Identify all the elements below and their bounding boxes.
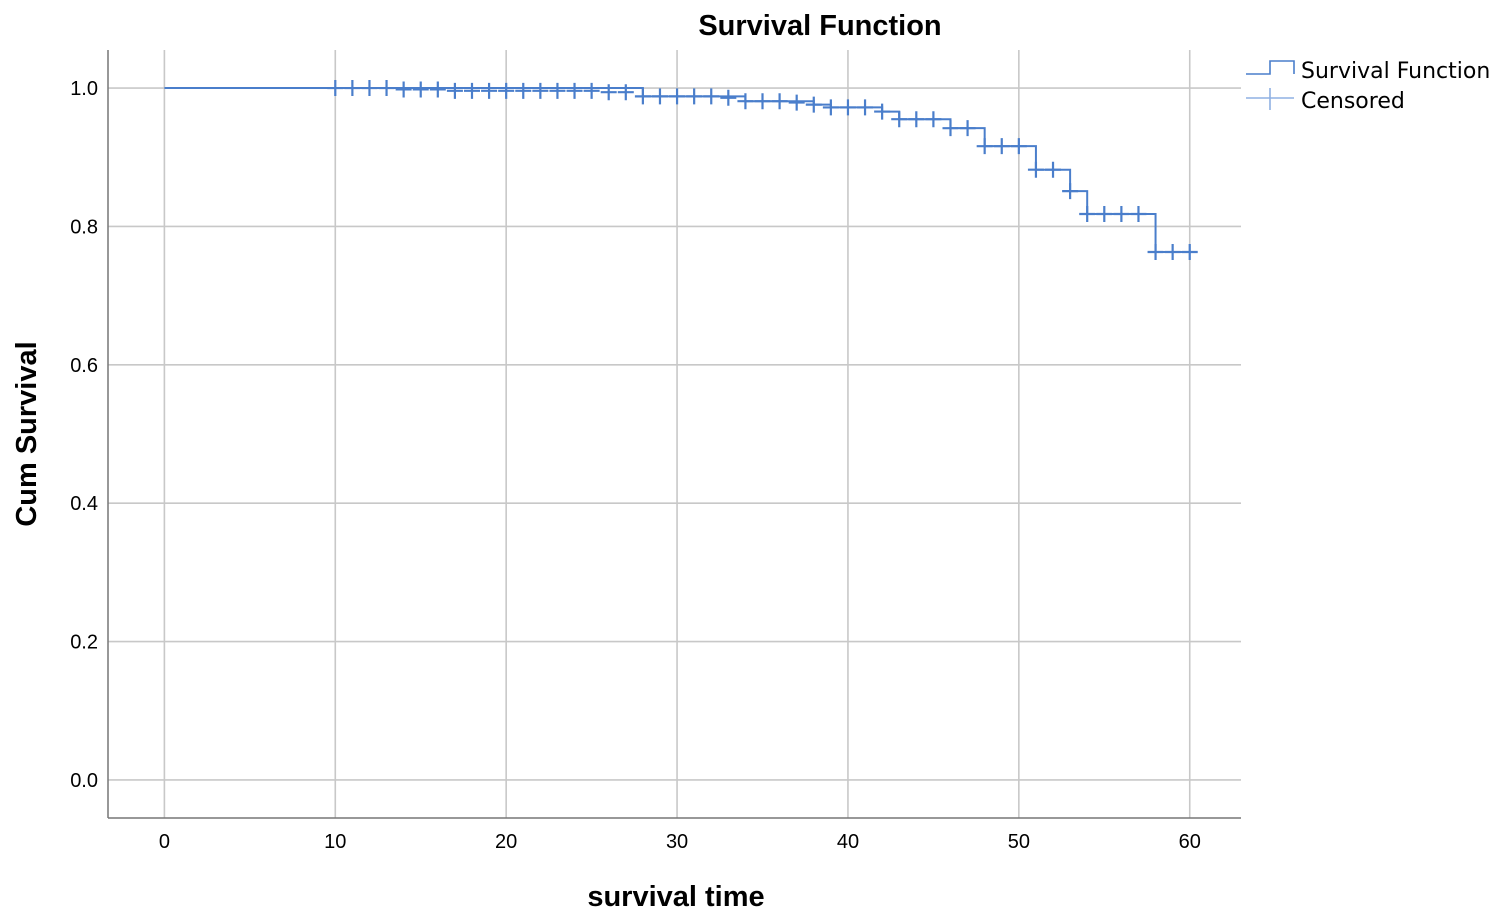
censored-mark-36 <box>942 120 959 137</box>
censored-mark-48 <box>1147 244 1164 261</box>
legend-censored-label: Censored <box>1301 89 1405 114</box>
censored-mark-42 <box>1045 161 1062 178</box>
censored-mark-19 <box>651 88 668 105</box>
chart-title: Survival Function <box>698 10 941 42</box>
censored-mark-50 <box>1181 244 1198 261</box>
censored-mark-39 <box>993 138 1010 155</box>
y-tick-label-4: 0.8 <box>70 216 98 238</box>
censored-mark-12 <box>532 82 549 99</box>
censored-mark-24 <box>737 93 754 110</box>
y-axis-title: Cum Survival <box>11 341 43 526</box>
x-tick-label-5: 50 <box>1008 831 1030 853</box>
grid <box>108 50 1241 818</box>
legend-survival-function-label: Survival Function <box>1301 59 1490 84</box>
censored-mark-16 <box>600 84 617 101</box>
censored-mark-3 <box>378 80 395 97</box>
censored-mark-8 <box>463 82 480 99</box>
censored-mark-21 <box>686 88 703 105</box>
censored-mark-33 <box>891 111 908 128</box>
censored-mark-49 <box>1164 244 1181 261</box>
x-tick-label-0: 0 <box>159 831 170 853</box>
censored-mark-5 <box>412 81 429 98</box>
x-tick-label-3: 30 <box>666 831 688 853</box>
censored-mark-45 <box>1096 205 1113 222</box>
y-tick-label-5: 1.0 <box>70 78 98 100</box>
censored-mark-31 <box>857 99 874 116</box>
censored-mark-9 <box>481 82 498 99</box>
censored-mark-18 <box>634 88 651 105</box>
censored-mark-34 <box>908 111 925 128</box>
y-tick-label-0: 0.0 <box>70 770 98 792</box>
censored-mark-14 <box>566 82 583 99</box>
x-tick-label-6: 60 <box>1179 831 1201 853</box>
censored-mark-41 <box>1027 161 1044 178</box>
censored-mark-27 <box>788 94 805 111</box>
censored-mark-0 <box>327 80 344 97</box>
axes <box>107 50 1241 819</box>
censored-mark-28 <box>805 96 822 113</box>
censored-mark-26 <box>771 93 788 110</box>
tick-labels: 0 10 20 30 40 50 60 0.0 0.2 0.4 0.6 0.8 1.0 <box>70 78 1201 853</box>
censored-mark-22 <box>703 88 720 105</box>
censored-mark-15 <box>583 82 600 99</box>
censored-mark-1 <box>344 80 361 97</box>
censored-mark-47 <box>1130 205 1147 222</box>
censored-mark-11 <box>515 82 532 99</box>
x-tick-label-1: 10 <box>324 831 346 853</box>
legend-censored-symbol <box>1246 88 1294 110</box>
y-tick-label-2: 0.4 <box>70 493 98 515</box>
censored-mark-29 <box>822 99 839 116</box>
censored-mark-46 <box>1113 205 1130 222</box>
censored-mark-13 <box>549 82 566 99</box>
censored-mark-40 <box>1010 138 1027 155</box>
legend-survival-function-symbol <box>1246 60 1295 75</box>
y-tick-label-3: 0.6 <box>70 355 98 377</box>
plot-area <box>164 80 1198 261</box>
censored-mark-44 <box>1079 205 1096 222</box>
censored-mark-4 <box>395 81 412 98</box>
censored-mark-6 <box>429 81 446 98</box>
censored-mark-30 <box>839 99 856 116</box>
x-tick-label-4: 40 <box>837 831 859 853</box>
y-tick-label-1: 0.2 <box>70 632 98 654</box>
legend: Survival Function Censored <box>1246 59 1490 114</box>
censored-mark-35 <box>925 111 942 128</box>
censored-mark-10 <box>498 82 515 99</box>
censored-mark-32 <box>874 103 891 120</box>
censored-mark-38 <box>976 138 993 155</box>
censored-mark-7 <box>446 82 463 99</box>
censored-mark-2 <box>361 80 378 97</box>
censored-mark-37 <box>959 120 976 137</box>
censored-mark-43 <box>1062 183 1079 200</box>
censored-mark-20 <box>669 88 686 105</box>
x-axis-title: survival time <box>587 881 764 913</box>
censored-mark-17 <box>617 84 634 101</box>
censored-mark-25 <box>754 93 771 110</box>
x-tick-label-2: 20 <box>495 831 517 853</box>
censored-mark-23 <box>720 89 737 106</box>
